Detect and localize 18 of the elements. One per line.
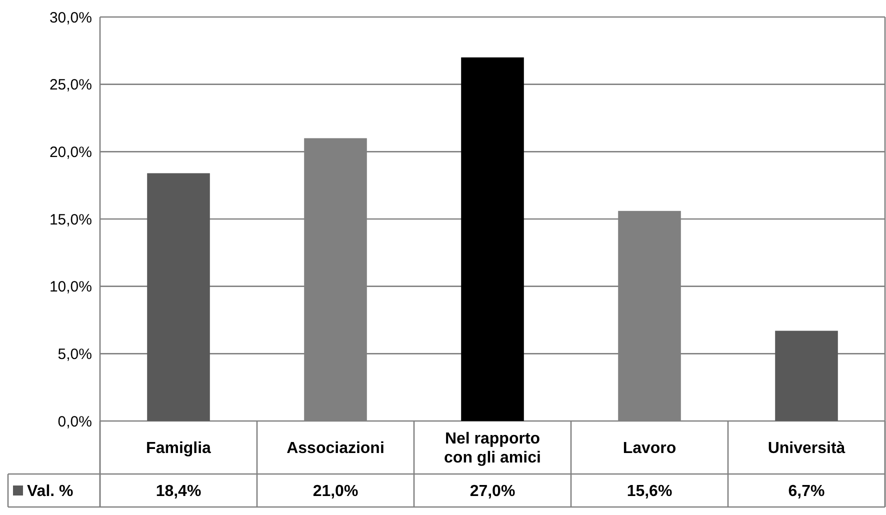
y-tick-label: 20,0%	[49, 144, 92, 161]
x-tick-label: Università	[768, 440, 846, 458]
y-tick-label: 25,0%	[49, 76, 92, 94]
x-tick-label: Lavoro	[622, 440, 676, 458]
x-tick-label: Associazioni	[286, 440, 384, 458]
x-tick-label: Famiglia	[146, 440, 212, 458]
data-label: 6,7%	[788, 483, 825, 500]
y-tick-label: 30,0%	[49, 9, 92, 26]
data-label: 21,0%	[312, 483, 358, 500]
y-tick-label: 15,0%	[49, 211, 92, 228]
y-tick-label: 0,0%	[58, 413, 92, 430]
y-tick-label: 5,0%	[58, 346, 92, 363]
y-tick-label: 10,0%	[49, 278, 92, 296]
x-tick-label: Nel rapporto con gli amici	[444, 430, 541, 467]
data-label: 27,0%	[470, 483, 516, 500]
data-label: 18,4%	[156, 483, 202, 500]
legend-label: Val. %	[27, 483, 74, 500]
data-label: 15,6%	[626, 483, 672, 500]
